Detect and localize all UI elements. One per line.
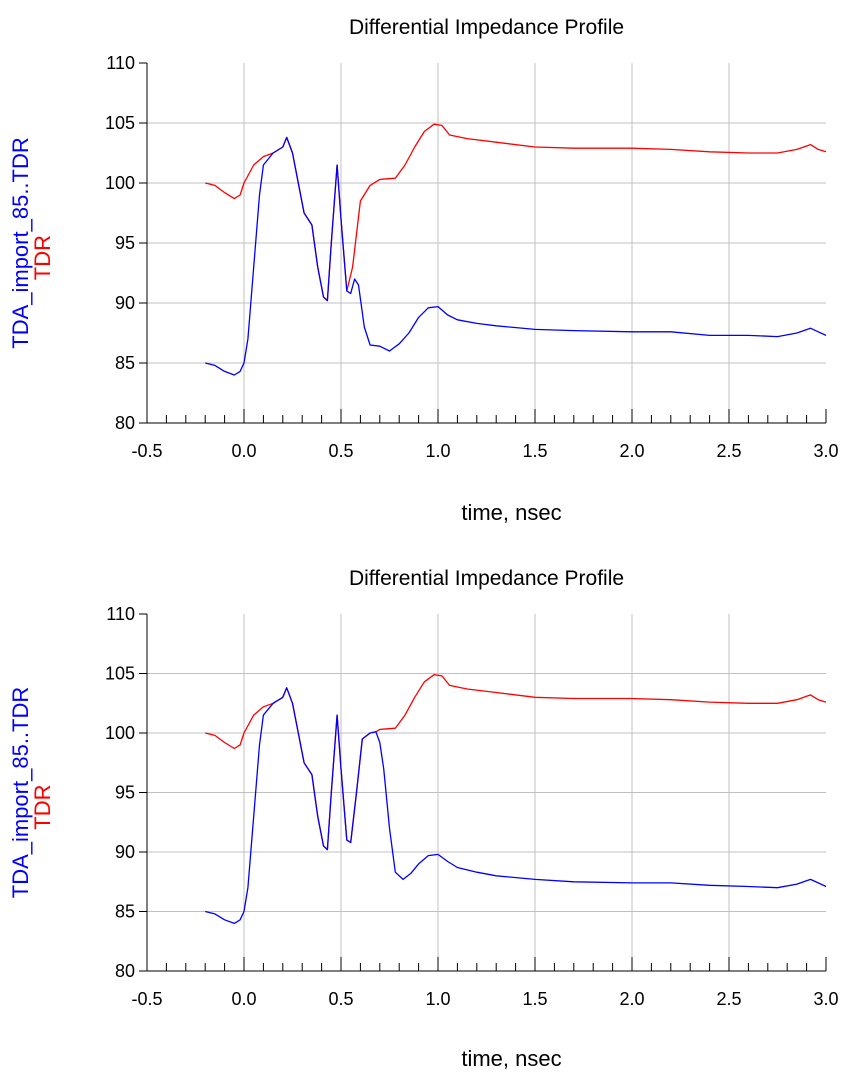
y-tick-label: 100 <box>105 723 135 743</box>
x-tick-label: 2.0 <box>619 441 644 461</box>
x-tick-label: -0.5 <box>131 441 162 461</box>
series-line-tda-import <box>205 136 827 376</box>
y-tick-label: 110 <box>106 604 135 624</box>
y-tick-label: 90 <box>115 293 135 313</box>
y-axis-label-red: TDR <box>30 785 55 830</box>
x-axis-label: time, nsec <box>461 1046 561 1071</box>
y-tick-label: 80 <box>115 413 135 433</box>
chart-title: Differential Impedance Profile <box>349 16 624 39</box>
series-line-tdr <box>205 674 827 851</box>
x-tick-label: 1.5 <box>522 989 547 1009</box>
x-tick-label: 2.5 <box>716 441 741 461</box>
y-tick-label: 95 <box>115 783 135 803</box>
y-tick-label: 80 <box>115 961 135 981</box>
x-tick-label: 3.0 <box>813 441 838 461</box>
x-tick-label: -0.5 <box>131 989 162 1009</box>
y-tick-label: 105 <box>105 113 135 133</box>
series-line-tdr <box>205 123 827 302</box>
y-axis-label-red: TDR <box>30 235 55 280</box>
y-tick-label: 85 <box>115 902 135 922</box>
x-tick-label: 2.5 <box>716 989 741 1009</box>
y-tick-label: 105 <box>105 664 135 684</box>
x-tick-label: 1.0 <box>425 441 450 461</box>
y-axis-label-blue: TDA_import_85..TDR <box>8 137 33 349</box>
y-tick-label: 90 <box>115 842 135 862</box>
x-tick-label: 0.0 <box>231 989 256 1009</box>
x-tick-label: 0.0 <box>231 441 256 461</box>
x-axis-label: time, nsec <box>461 500 561 525</box>
y-tick-label: 85 <box>115 353 135 373</box>
series-line-tda-import <box>205 687 827 925</box>
x-tick-label: 3.0 <box>813 989 838 1009</box>
y-tick-label: 95 <box>115 233 135 253</box>
chart-title: Differential Impedance Profile <box>349 567 624 590</box>
y-axis-label-blue: TDA_import_85..TDR <box>8 687 33 899</box>
x-tick-label: 1.0 <box>425 989 450 1009</box>
x-tick-label: 1.5 <box>522 441 547 461</box>
x-tick-label: 2.0 <box>619 989 644 1009</box>
y-tick-label: 100 <box>105 173 135 193</box>
y-tick-label: 110 <box>106 53 135 73</box>
x-tick-label: 0.5 <box>328 441 353 461</box>
chart-panel-1: Differential Impedance Profile 80 85 90 95 10… <box>8 16 839 525</box>
x-tick-label: 0.5 <box>328 989 353 1009</box>
chart-panel-2: Differential Impedance Profile 80 85 90 95 10… <box>8 567 839 1071</box>
